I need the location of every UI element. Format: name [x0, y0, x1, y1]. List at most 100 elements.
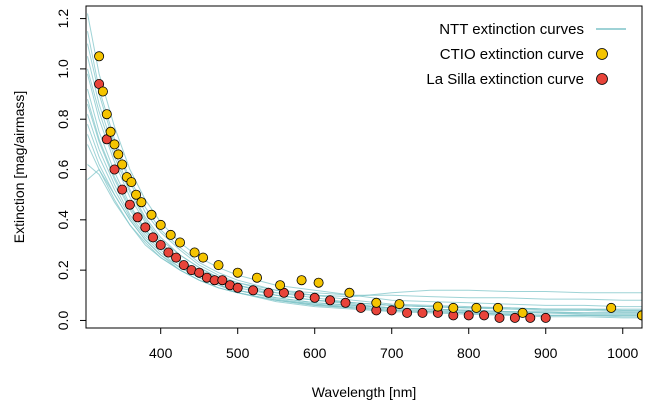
ctio-point [101, 109, 112, 120]
ntt-curve [87, 73, 642, 316]
lasilla-points-layer [94, 79, 642, 323]
ctio-point [117, 159, 128, 170]
lasilla-point [163, 247, 174, 258]
lasilla-point [132, 212, 143, 223]
ctio-point [517, 307, 528, 318]
legend-label-lasilla: La Silla extinction curve [426, 71, 584, 88]
ctio-point [213, 260, 224, 271]
ntt-curve [87, 144, 642, 315]
x-tick-label: 1000 [607, 345, 638, 361]
lasilla-point [340, 297, 351, 308]
ntt-curve [87, 68, 642, 311]
lasilla-point [417, 307, 428, 318]
lasilla-point [147, 232, 158, 243]
ctio-point [109, 139, 120, 150]
lasilla-point [194, 267, 205, 278]
ntt-curve [87, 134, 642, 316]
y-tick-label: 0.4 [55, 210, 71, 230]
lasilla-point [325, 295, 336, 306]
lasilla-point [117, 184, 128, 195]
ntt-curve [87, 168, 642, 314]
x-tick-label: 800 [457, 345, 481, 361]
x-tick-label: 400 [149, 345, 173, 361]
ctio-point [189, 247, 200, 258]
lasilla-point [309, 292, 320, 303]
ctio-point [94, 51, 105, 62]
y-tick-label: 0.0 [55, 311, 71, 331]
ctio-point [492, 302, 503, 313]
ctio-point [275, 280, 286, 291]
ctio-point [131, 189, 142, 200]
y-tick-label: 0.2 [55, 260, 71, 280]
x-axis: 400 500 600 700 800 900 1000 [149, 328, 639, 361]
ctio-point [344, 287, 355, 298]
ctio-point [232, 267, 243, 278]
ctio-point [198, 252, 209, 263]
ntt-curve [87, 98, 642, 301]
lasilla-point [124, 199, 135, 210]
lasilla-point [540, 312, 551, 323]
ctio-point [448, 302, 459, 313]
ctio-point [165, 229, 176, 240]
y-axis: 0.0 0.2 0.4 0.6 0.8 1.0 1.2 [55, 9, 86, 331]
ntt-curve [87, 88, 642, 319]
ctio-point [606, 302, 617, 313]
lasilla-point [155, 239, 166, 250]
ctio-point [471, 302, 482, 313]
lasilla-point [217, 275, 228, 286]
ctio-point [97, 86, 108, 97]
lasilla-point [294, 290, 305, 301]
lasilla-point [355, 302, 366, 313]
lasilla-point [109, 164, 120, 175]
ntt-curve [87, 164, 642, 318]
legend-marker-lasilla [596, 73, 608, 85]
ctio-point [126, 177, 137, 188]
y-tick-label: 0.8 [55, 109, 71, 129]
lasilla-point [171, 252, 182, 263]
ctio-point [432, 301, 443, 312]
lasilla-point [525, 312, 536, 323]
ctio-point [637, 310, 642, 321]
ctio-point [136, 197, 147, 208]
lasilla-point [494, 312, 505, 323]
legend: NTT extinction curves CTIO extinction cu… [426, 21, 626, 88]
plot-frame [85, 5, 643, 329]
lasilla-point [386, 305, 397, 316]
lasilla-point [248, 285, 259, 296]
ctio-point [394, 299, 405, 310]
y-tick-label: 1.0 [55, 59, 71, 79]
x-tick-label: 500 [226, 345, 250, 361]
ntt-curve [87, 124, 642, 314]
ctio-point [146, 209, 157, 220]
ctio-point [296, 275, 307, 286]
ctio-points-layer [94, 51, 642, 321]
y-tick-label: 0.6 [55, 160, 71, 180]
legend-marker-ctio [596, 48, 608, 60]
legend-label-ntt: NTT extinction curves [439, 21, 584, 38]
ctio-point [174, 237, 185, 248]
lasilla-point [263, 287, 274, 298]
ntt-curve [87, 103, 642, 298]
x-tick-label: 600 [303, 345, 327, 361]
ntt-curve [87, 56, 642, 314]
lasilla-point [479, 310, 490, 321]
ctio-point [155, 219, 166, 230]
x-tick-label: 700 [380, 345, 404, 361]
lasilla-point [463, 310, 474, 321]
x-axis-label: Wavelength [nm] [312, 384, 417, 400]
ctio-point [105, 126, 116, 137]
x-tick-label: 900 [534, 345, 558, 361]
lasilla-point [232, 282, 243, 293]
lasilla-point [140, 222, 151, 233]
ctio-point [113, 149, 124, 160]
lasilla-point [402, 307, 413, 318]
ctio-point [313, 277, 324, 288]
lasilla-point [509, 312, 520, 323]
y-tick-label: 1.2 [55, 9, 71, 29]
ctio-point [251, 272, 262, 283]
y-axis-label: Extinction [mag/airmass] [11, 91, 27, 244]
ctio-point [371, 297, 382, 308]
legend-label-ctio: CTIO extinction curve [440, 46, 584, 63]
ntt-curve [87, 114, 642, 310]
